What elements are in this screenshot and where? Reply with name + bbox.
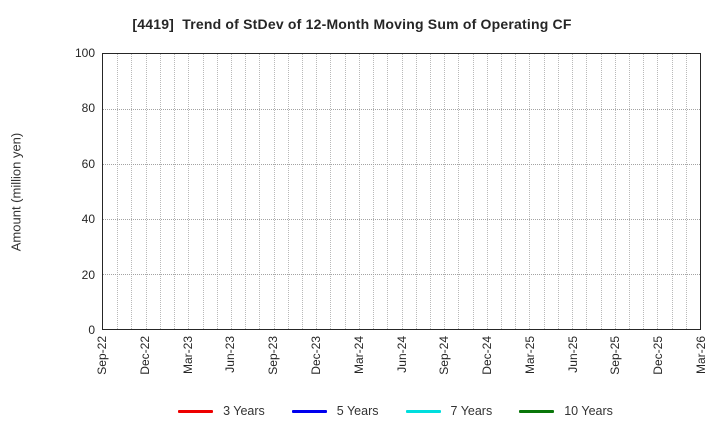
vertical-gridline	[131, 54, 133, 329]
legend-label: 3 Years	[223, 404, 265, 418]
vertical-gridline	[344, 54, 346, 329]
legend-line-swatch	[178, 409, 214, 413]
horizontal-gridline	[103, 109, 700, 110]
vertical-gridline	[316, 54, 318, 329]
vertical-gridline	[515, 54, 517, 329]
vertical-gridline	[614, 54, 616, 329]
legend-line-swatch	[519, 409, 555, 413]
legend-item-10-years: 10 Years	[519, 404, 613, 418]
vertical-gridline	[458, 54, 460, 329]
y-axis-label: Amount (million yen)	[8, 132, 24, 252]
vertical-gridline	[202, 54, 204, 329]
legend-item-3-years: 3 Years	[178, 404, 265, 418]
legend-label: 5 Years	[336, 404, 379, 418]
vertical-gridline	[501, 54, 502, 329]
vertical-gridline	[358, 54, 360, 329]
vertical-gridline	[529, 54, 531, 329]
vertical-gridline	[543, 54, 545, 329]
x-tick-label: Sep-22	[95, 336, 109, 375]
y-tick-label: 20	[81, 267, 95, 282]
x-tick-label: Sep-24	[437, 336, 452, 375]
vertical-gridline	[657, 54, 659, 329]
y-tick-label: 100	[74, 46, 95, 60]
vertical-gridline	[373, 54, 375, 329]
vertical-gridline	[145, 54, 147, 329]
vertical-gridline	[643, 54, 645, 329]
x-tick-label: Jun-25	[565, 336, 580, 373]
vertical-gridline	[287, 54, 289, 329]
x-tick-label: Dec-23	[308, 336, 323, 375]
vertical-gridline	[230, 54, 232, 329]
x-tick-label: Dec-22	[137, 336, 152, 375]
vertical-gridline	[117, 54, 119, 329]
vertical-gridline	[387, 54, 389, 329]
vertical-gridline	[429, 54, 431, 329]
x-tick-label: Mar-25	[522, 336, 537, 375]
vertical-gridline	[216, 54, 218, 329]
vertical-gridline	[600, 54, 602, 329]
vertical-gridline	[174, 54, 176, 329]
vertical-gridline	[685, 54, 687, 329]
vertical-gridline	[472, 54, 474, 329]
y-tick-label: 0	[88, 323, 95, 337]
vertical-gridline	[628, 54, 630, 329]
legend: 3 Years 5 Years 7 Years 10 Years	[96, 402, 695, 420]
y-tick-label: 80	[81, 101, 95, 116]
horizontal-gridline	[103, 274, 700, 275]
x-tick-label: Dec-25	[651, 336, 666, 375]
vertical-gridline	[188, 54, 190, 329]
legend-item-5-years: 5 Years	[291, 404, 379, 418]
vertical-gridline	[259, 54, 261, 329]
x-tick-label: Dec-24	[480, 336, 495, 375]
x-tick-label: Sep-25	[608, 336, 623, 375]
y-tick-label: 40	[81, 212, 95, 227]
vertical-gridline	[415, 54, 417, 329]
chart-title: [4419] Trend of StDev of 12-Month Moving…	[132, 16, 572, 32]
vertical-gridline	[302, 54, 303, 329]
horizontal-gridline	[103, 164, 700, 165]
x-tick-label: Mar-26	[694, 336, 708, 375]
vertical-gridline	[444, 54, 446, 329]
vertical-gridline	[486, 54, 488, 329]
vertical-gridline	[401, 54, 403, 329]
vertical-gridline	[273, 54, 275, 329]
legend-label: 10 Years	[564, 404, 613, 418]
vertical-gridline	[557, 54, 559, 329]
legend-line-swatch	[291, 409, 327, 413]
plot-area	[102, 53, 701, 330]
vertical-gridline	[330, 54, 332, 329]
vertical-gridline	[245, 54, 247, 329]
x-tick-label: Mar-24	[351, 336, 366, 375]
vertical-gridline	[572, 54, 574, 329]
x-tick-label: Mar-23	[180, 336, 195, 375]
x-tick-label: Jun-23	[223, 336, 238, 373]
x-tick-label: Sep-23	[266, 336, 281, 375]
x-tick-label: Jun-24	[394, 336, 409, 373]
legend-line-swatch	[405, 409, 441, 413]
legend-item-7-years: 7 Years	[405, 404, 493, 418]
vertical-gridline	[159, 54, 161, 329]
vertical-gridline	[671, 54, 673, 329]
vertical-gridline	[586, 54, 588, 329]
y-tick-label: 60	[81, 156, 95, 171]
horizontal-gridline	[103, 219, 700, 220]
legend-label: 7 Years	[450, 404, 493, 418]
